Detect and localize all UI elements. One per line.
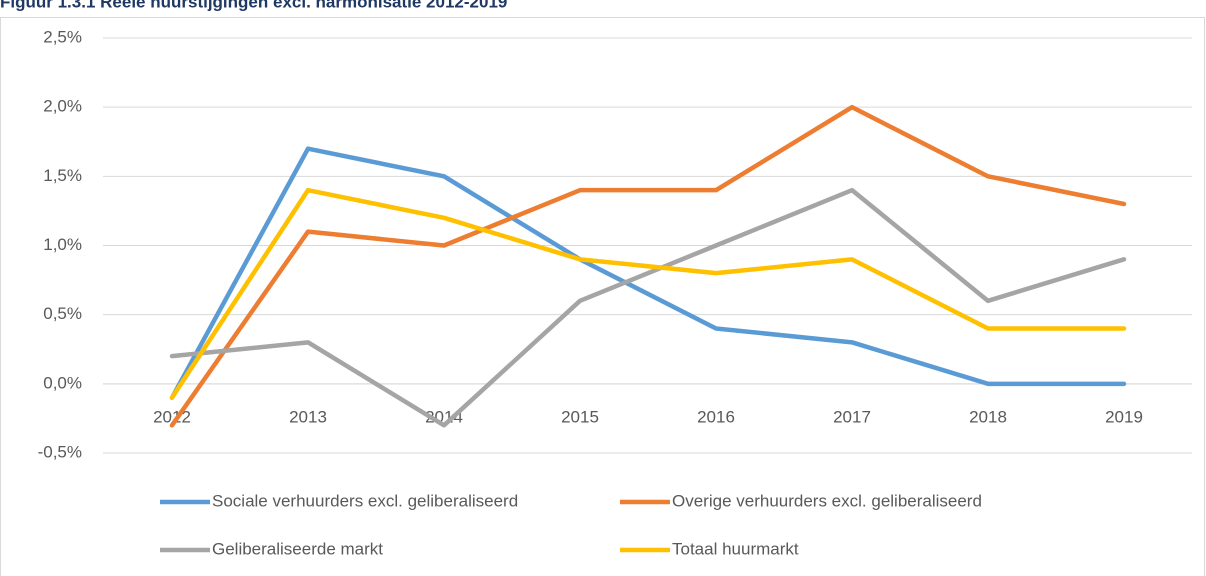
line-series xyxy=(169,187,1127,428)
y-tick-label: 2,5% xyxy=(43,27,82,46)
y-tick-label: 0,0% xyxy=(43,373,82,392)
x-tick-label: 2015 xyxy=(561,407,599,426)
y-tick-label: 1,0% xyxy=(43,235,82,254)
x-tick-label: 2017 xyxy=(833,407,871,426)
x-tick-label: 2016 xyxy=(697,407,735,426)
legend-label: Totaal huurmarkt xyxy=(672,539,799,558)
y-tick-label: 0,5% xyxy=(43,304,82,323)
x-tick-label: 2018 xyxy=(969,407,1007,426)
legend-label: Geliberaliseerde markt xyxy=(212,539,383,558)
y-tick-label: 2,0% xyxy=(43,97,82,116)
y-tick-label: 1,5% xyxy=(43,166,82,185)
line-series xyxy=(169,187,1127,400)
line-series xyxy=(169,146,1127,400)
chart-frame xyxy=(0,17,1205,576)
x-tick-label: 2019 xyxy=(1105,407,1143,426)
legend-label: Overige verhuurders excl. geliberaliseer… xyxy=(672,491,982,510)
legend-label: Sociale verhuurders excl. geliberaliseer… xyxy=(212,491,518,510)
x-tick-label: 2013 xyxy=(289,407,327,426)
line-series xyxy=(169,104,1127,428)
chart-title: Figuur 1.3.1 Reële huurstijgingen excl. … xyxy=(0,0,507,11)
y-tick-label: -0,5% xyxy=(38,442,82,461)
